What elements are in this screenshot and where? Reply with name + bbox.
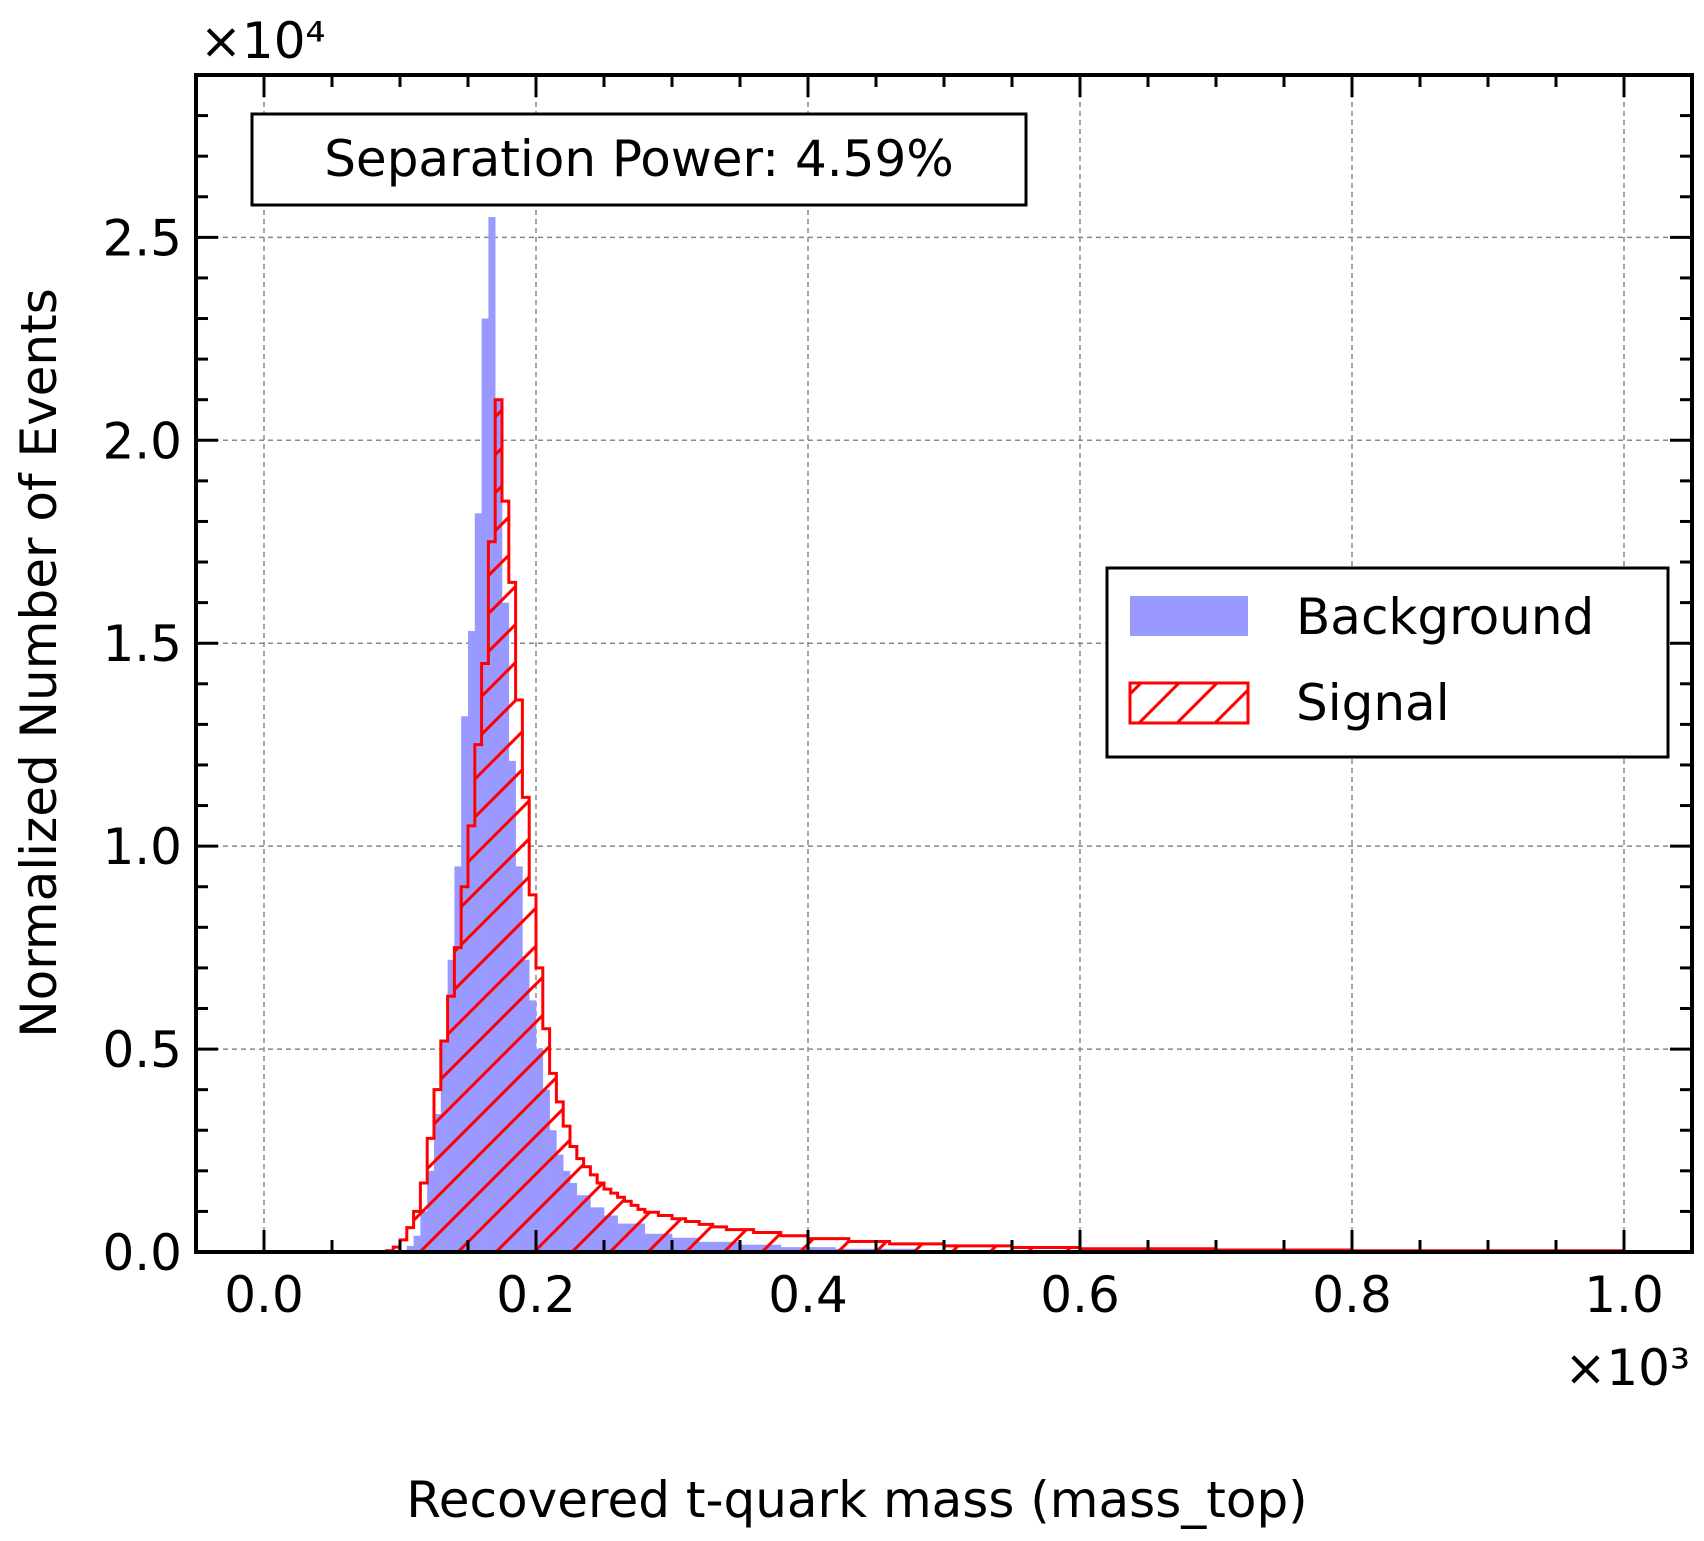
plot-frame (194, 73, 1694, 1254)
y-multiplier: ×10⁴ (200, 12, 326, 70)
x-tick-label-1: 0.2 (496, 1266, 576, 1324)
legend-swatch-background (1130, 596, 1248, 636)
y-tick-label-1: 0.5 (102, 1021, 182, 1079)
x-tick-label-2: 0.4 (768, 1266, 848, 1324)
y-tick-labels: 0.0 0.5 1.0 1.5 2.0 2.5 (102, 209, 182, 1282)
legend: Background Signal (1105, 566, 1670, 759)
y-tick-label-2: 1.0 (102, 818, 182, 876)
separation-power-text: Separation Power: 4.59% (324, 130, 954, 188)
x-tick-label-4: 0.8 (1312, 1266, 1392, 1324)
legend-swatch-signal (1128, 681, 1250, 725)
x-tick-labels: 0.0 0.2 0.4 0.6 0.8 1.0 (224, 1266, 1664, 1324)
y-tick-label-4: 2.0 (102, 412, 182, 470)
x-tick-label-3: 0.6 (1040, 1266, 1120, 1324)
signal-step-outline (384, 398, 1626, 1252)
x-axis-label: Recovered t-quark mass (mass_top) (406, 1471, 1307, 1529)
y-tick-label-0: 0.0 (102, 1224, 182, 1282)
y-tick-label-5: 2.5 (102, 209, 182, 267)
annotation-box: Separation Power: 4.59% (250, 112, 1028, 207)
data-layer (384, 217, 1626, 1252)
x-tick-label-0: 0.0 (224, 1266, 304, 1324)
y-tick-label-3: 1.5 (102, 615, 182, 673)
legend-label-background: Background (1296, 588, 1594, 646)
x-multiplier: ×10³ (1564, 1339, 1690, 1397)
x-tick-label-5: 1.0 (1584, 1266, 1664, 1324)
legend-label-signal: Signal (1296, 674, 1450, 732)
y-axis-label: Normalized Number of Events (10, 288, 68, 1038)
